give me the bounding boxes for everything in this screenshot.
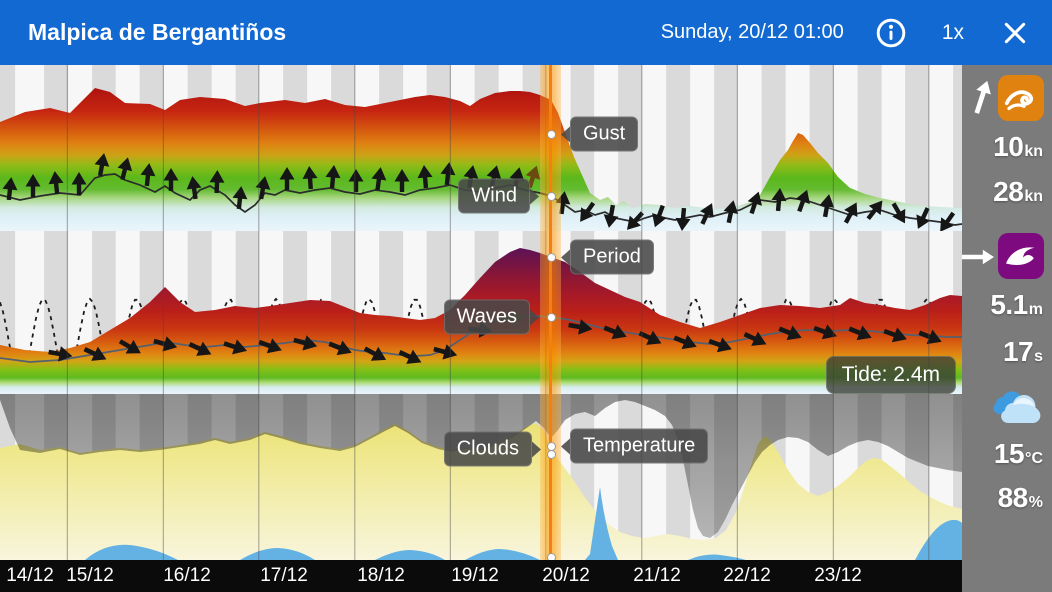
selected-datetime: Sunday, 20/12 01:00: [660, 21, 844, 43]
clouds-chart: [0, 394, 962, 560]
location-title: Malpica de Bergantiños: [28, 19, 287, 45]
date-label: 14/12: [6, 565, 54, 586]
date-label: 23/12: [814, 565, 862, 586]
header-controls: Sunday, 20/12 01:00 1x: [661, 16, 1052, 50]
wind-marker-dot: [546, 191, 556, 201]
date-label: 16/12: [163, 565, 211, 586]
bottom-marker-dot: [546, 552, 556, 560]
date-label: 18/12: [357, 565, 405, 586]
wind-layer-icon[interactable]: [998, 75, 1044, 121]
wave-direction-arrow-icon: [956, 243, 1000, 271]
forecast-chart[interactable]: Gust Wind Period Waves Tide: 2.4m Clouds…: [0, 65, 962, 560]
tide-tooltip: Tide: 2.4m: [825, 356, 956, 394]
cloud-cover-value: 88%: [997, 482, 1043, 513]
wind-direction-arrow-icon: [962, 72, 1002, 122]
date-axis: 14/12 15/12 16/12 17/12 18/12 19/12 20/12 21/12…: [0, 560, 962, 592]
waves-tooltip: Waves: [443, 299, 530, 335]
wind-speed-value: 10kn: [993, 131, 1043, 162]
date-label: 15/12: [66, 565, 114, 586]
date-label: 21/12: [633, 565, 681, 586]
temperature-tooltip: Temperature: [570, 428, 709, 464]
wind-tooltip: Wind: [458, 178, 530, 214]
gust-tooltip: Gust: [570, 116, 639, 152]
wave-period-value: 17s: [1002, 336, 1043, 367]
wave-layer-icon[interactable]: [998, 233, 1044, 279]
date-label: 22/12: [723, 565, 771, 586]
gust-speed-value: 28kn: [993, 176, 1043, 207]
temperature-value: 15°C: [993, 438, 1043, 469]
date-label: 19/12: [451, 565, 499, 586]
date-label: 20/12: [542, 565, 590, 586]
app-header: Malpica de Bergantiños Sunday, 20/12 01:…: [0, 0, 1052, 65]
waves-marker-dot: [546, 312, 556, 322]
cloud-layer-icon[interactable]: [990, 387, 1044, 427]
wave-height-value: 5.1m: [990, 289, 1043, 320]
info-icon[interactable]: [874, 16, 908, 50]
period-tooltip: Period: [570, 239, 654, 275]
gust-marker-dot: [546, 129, 556, 139]
playback-speed-button[interactable]: 1x: [941, 20, 964, 44]
close-icon[interactable]: [1000, 18, 1030, 48]
clouds-marker-dot: [546, 449, 556, 459]
current-values-sidebar: 10kn 28kn 5.1m 17s: [961, 65, 1052, 592]
period-marker-dot: [546, 252, 556, 262]
clouds-tooltip: Clouds: [443, 431, 532, 467]
date-label: 17/12: [260, 565, 308, 586]
